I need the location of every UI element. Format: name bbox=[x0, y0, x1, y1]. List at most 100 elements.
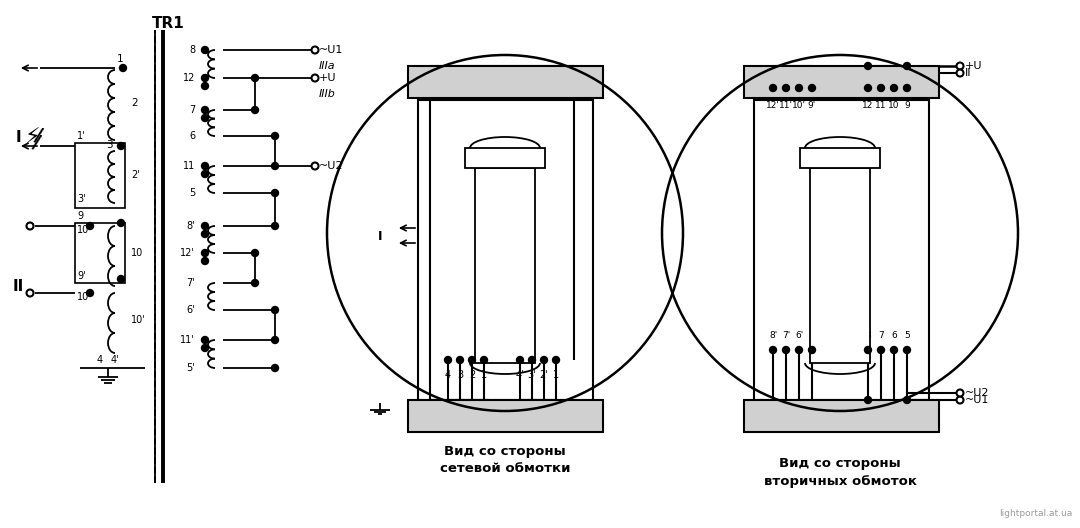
Text: 10: 10 bbox=[131, 248, 144, 258]
Text: 11': 11' bbox=[779, 101, 793, 110]
Circle shape bbox=[271, 163, 279, 169]
Text: I: I bbox=[378, 230, 382, 242]
Text: 1: 1 bbox=[117, 54, 123, 64]
Text: 2': 2' bbox=[540, 370, 549, 380]
Text: 2': 2' bbox=[131, 171, 139, 181]
Circle shape bbox=[957, 397, 963, 403]
Circle shape bbox=[202, 222, 208, 230]
Circle shape bbox=[904, 397, 910, 403]
Circle shape bbox=[27, 222, 33, 230]
Circle shape bbox=[271, 133, 279, 139]
Text: 4': 4' bbox=[110, 355, 119, 365]
Text: 6': 6' bbox=[187, 305, 195, 315]
Circle shape bbox=[809, 346, 815, 354]
Text: Вид со стороны
сетевой обмотки: Вид со стороны сетевой обмотки bbox=[440, 445, 570, 476]
Circle shape bbox=[445, 356, 451, 363]
Text: 2: 2 bbox=[131, 98, 137, 108]
Text: 9: 9 bbox=[77, 211, 83, 221]
Bar bbox=[475, 168, 535, 363]
Circle shape bbox=[118, 220, 124, 227]
Text: 10': 10' bbox=[792, 101, 806, 110]
Bar bbox=[75, 223, 125, 283]
Circle shape bbox=[86, 222, 94, 230]
Text: 1': 1' bbox=[77, 131, 85, 141]
Text: 11': 11' bbox=[180, 335, 195, 345]
Circle shape bbox=[311, 46, 319, 53]
Circle shape bbox=[202, 344, 208, 352]
Circle shape bbox=[516, 356, 524, 363]
Circle shape bbox=[202, 258, 208, 265]
Circle shape bbox=[891, 84, 897, 91]
Text: ~U1: ~U1 bbox=[319, 45, 343, 55]
Circle shape bbox=[891, 346, 897, 354]
Text: II: II bbox=[12, 279, 24, 294]
Text: ⚡: ⚡ bbox=[24, 128, 40, 148]
Bar bbox=[754, 100, 929, 400]
Text: 8: 8 bbox=[189, 45, 195, 55]
Text: 10: 10 bbox=[888, 101, 900, 110]
Circle shape bbox=[86, 289, 94, 297]
Text: 8: 8 bbox=[865, 331, 870, 340]
Circle shape bbox=[252, 250, 258, 257]
Circle shape bbox=[904, 346, 910, 354]
Circle shape bbox=[118, 276, 124, 282]
Circle shape bbox=[864, 346, 872, 354]
Circle shape bbox=[271, 222, 279, 230]
Text: 4: 4 bbox=[97, 355, 103, 365]
Circle shape bbox=[769, 84, 777, 91]
Circle shape bbox=[271, 364, 279, 372]
Circle shape bbox=[202, 250, 208, 257]
Text: 3': 3' bbox=[528, 370, 537, 380]
FancyBboxPatch shape bbox=[744, 400, 939, 432]
Text: 12': 12' bbox=[766, 101, 780, 110]
Circle shape bbox=[311, 163, 319, 169]
Circle shape bbox=[957, 390, 963, 397]
Circle shape bbox=[202, 82, 208, 90]
FancyBboxPatch shape bbox=[408, 400, 603, 432]
Text: 10: 10 bbox=[77, 225, 90, 235]
Bar bbox=[418, 100, 593, 400]
Circle shape bbox=[809, 84, 815, 91]
Circle shape bbox=[202, 231, 208, 238]
Text: 12: 12 bbox=[862, 101, 874, 110]
Circle shape bbox=[202, 336, 208, 344]
Text: 1: 1 bbox=[553, 370, 559, 380]
Circle shape bbox=[118, 143, 124, 149]
Text: 5: 5 bbox=[189, 188, 195, 198]
Text: 3': 3' bbox=[77, 194, 85, 204]
Circle shape bbox=[481, 356, 487, 363]
Text: 7: 7 bbox=[189, 105, 195, 115]
Text: 9': 9' bbox=[77, 271, 85, 281]
Circle shape bbox=[311, 74, 319, 81]
Text: 10': 10' bbox=[131, 315, 146, 325]
Text: /: / bbox=[30, 133, 42, 153]
Text: 12: 12 bbox=[183, 73, 195, 83]
Circle shape bbox=[252, 74, 258, 81]
Text: II: II bbox=[966, 68, 972, 78]
Circle shape bbox=[252, 279, 258, 287]
Circle shape bbox=[877, 84, 885, 91]
Text: 6: 6 bbox=[189, 131, 195, 141]
Text: 4: 4 bbox=[445, 370, 451, 380]
Circle shape bbox=[120, 64, 126, 71]
Circle shape bbox=[783, 84, 789, 91]
Circle shape bbox=[796, 346, 802, 354]
Text: 7': 7' bbox=[186, 278, 195, 288]
Text: Вид со стороны
вторичных обмоток: Вид со стороны вторичных обмоток bbox=[764, 457, 917, 488]
Text: /: / bbox=[32, 126, 44, 146]
Text: 3: 3 bbox=[106, 140, 113, 150]
Circle shape bbox=[202, 74, 208, 81]
Text: 7': 7' bbox=[782, 331, 791, 340]
Text: 9: 9 bbox=[904, 101, 909, 110]
Text: 12': 12' bbox=[180, 248, 195, 258]
Bar bbox=[800, 148, 880, 168]
Text: ~U2: ~U2 bbox=[319, 161, 343, 171]
Circle shape bbox=[540, 356, 548, 363]
Text: IIIb: IIIb bbox=[319, 89, 336, 99]
Text: 3: 3 bbox=[457, 370, 463, 380]
Circle shape bbox=[202, 115, 208, 121]
Circle shape bbox=[796, 84, 802, 91]
Circle shape bbox=[783, 346, 789, 354]
Text: 11: 11 bbox=[183, 161, 195, 171]
Text: IIIа: IIIа bbox=[319, 61, 336, 71]
